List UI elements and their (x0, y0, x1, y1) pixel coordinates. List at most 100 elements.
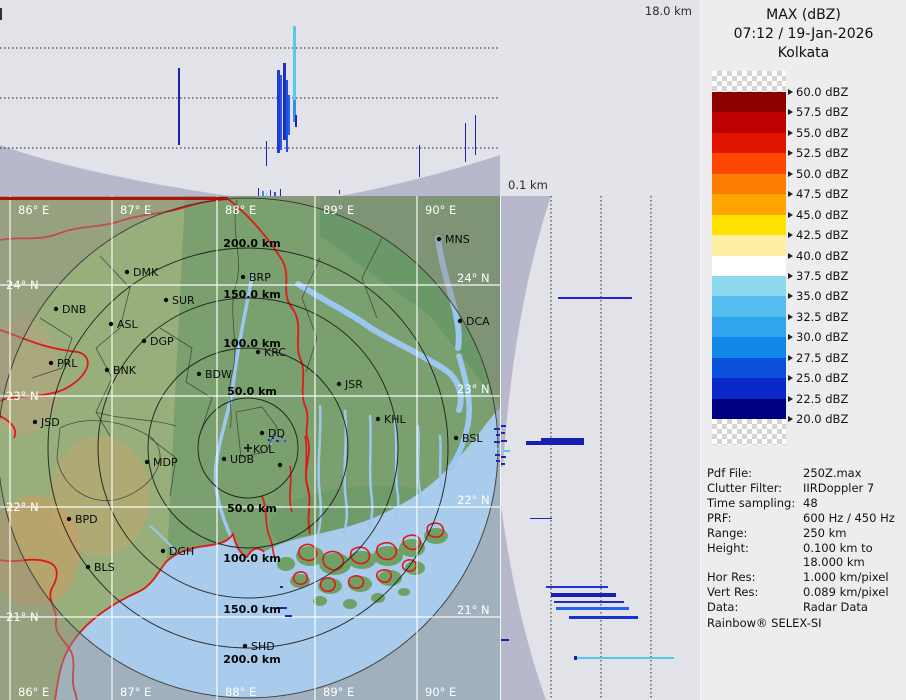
terrain-hills-west-2 (50, 436, 150, 556)
city-marker (196, 371, 202, 377)
echo-bar (274, 192, 276, 196)
echo-pixel (496, 434, 500, 436)
tick-arrow-icon (788, 232, 793, 239)
lat-label: 22° N (457, 493, 490, 507)
color-band (712, 378, 786, 399)
river-meghna (447, 353, 473, 471)
vertical-projection-top-panel (0, 0, 500, 196)
range-ring (197, 397, 299, 499)
lat-label: 23° N (6, 389, 39, 403)
tick-arrow-icon (788, 375, 793, 382)
city-marker (104, 367, 110, 373)
city-label: BNK (113, 364, 137, 377)
delta-channel (316, 404, 323, 536)
echo-pixel (276, 607, 287, 609)
color-scale-label: 42.5 dBZ (788, 228, 848, 242)
color-scale-label: 40.0 dBZ (788, 249, 848, 263)
radar-site-label: KOL (253, 443, 275, 456)
echo-bar (554, 601, 624, 603)
color-band (712, 316, 786, 338)
coastline-red (54, 531, 265, 700)
metadata-label: Data: (707, 600, 739, 615)
metadata-row: Pdf File: 250Z.max (707, 466, 904, 481)
metadata-label: Clutter Filter: (707, 480, 783, 495)
delta-channel (438, 434, 444, 492)
echo-bar (288, 95, 290, 135)
terrain-northeast (320, 196, 500, 406)
metadata-row: Vert Res: 0.089 km/pixel (707, 585, 904, 600)
range-ring-label: 100.0 km (223, 552, 280, 565)
range-ring-label: 50.0 km (227, 385, 277, 398)
river-ganges (295, 281, 464, 413)
top-strip-echo-bars (0, 8, 476, 196)
district-boundaries (31, 199, 383, 501)
radar-map-panel: 86° E 86° E 87° E 87° E 88° E 88° E 89° E 89° E… (0, 196, 500, 700)
color-scale-label-text: 25.0 dBZ (796, 371, 849, 386)
city-label: KRC (264, 346, 286, 359)
top-strip-gridlines (0, 47, 500, 149)
range-ring-label: 50.0 km (227, 502, 277, 515)
tick-arrow-icon (788, 334, 793, 341)
vertical-projection-right-canvas (501, 196, 674, 700)
echo-bar (501, 425, 506, 427)
metadata-row: PRF: 600 Hz / 450 Hz (707, 511, 904, 526)
range-ring-label: 150.0 km (223, 603, 280, 616)
city-label: DNB (62, 303, 86, 316)
city-marker (85, 564, 91, 570)
metadata-value: 1.000 km/pixel (803, 570, 889, 585)
latlon-grid (0, 196, 500, 700)
tick-arrow-icon (788, 170, 793, 177)
color-band-below-min (712, 419, 786, 445)
city-label: DCA (466, 315, 490, 328)
echo-bar (501, 440, 507, 442)
color-band (712, 275, 786, 297)
echo-pixel (268, 439, 270, 441)
height-axis-min-label: 0.1 km (508, 178, 548, 192)
echo-bar (501, 639, 509, 641)
lat-label: 24° N (6, 278, 39, 292)
color-scale-label: 52.5 dBZ (788, 146, 848, 160)
echo-bar (262, 191, 264, 196)
product-datetime: 07:12 / 19-Jan-2026 (733, 26, 874, 42)
beam-blind-wedge-left (0, 145, 230, 196)
color-scale-label-text: 60.0 dBZ (796, 85, 849, 99)
metadata-value: 18.000 km (803, 555, 865, 570)
range-ring-label: 200.0 km (223, 653, 280, 666)
map-echo-pixels (268, 428, 500, 617)
color-band (712, 112, 786, 133)
beam-blind-wedge-bottom (501, 505, 546, 700)
delta-channel (393, 419, 400, 520)
echo-bar (501, 432, 505, 434)
color-band (712, 235, 786, 256)
vertical-projection-top-canvas (0, 8, 500, 196)
color-scale-label: 55.0 dBZ (788, 126, 848, 140)
city-marker (48, 360, 54, 366)
color-band (712, 153, 786, 174)
city-label: ASL (117, 318, 139, 331)
lon-label: 89° E (323, 203, 354, 217)
echo-pixel (495, 454, 500, 456)
color-band (712, 92, 786, 113)
metadata-label: Height: (707, 540, 749, 555)
echo-bar (258, 188, 259, 196)
color-scale-label-text: 45.0 dBZ (796, 207, 849, 222)
metadata-label: Vert Res: (707, 585, 759, 600)
range-ring-label: 100.0 km (223, 337, 280, 350)
beam-blind-wedge-top (501, 196, 551, 467)
echo-pixel (280, 586, 283, 588)
color-scale-label: 32.5 dBZ (788, 310, 848, 324)
tick-arrow-icon (788, 129, 793, 136)
city-marker (141, 338, 147, 344)
color-scale-label: 22.5 dBZ (788, 392, 848, 406)
metadata-label (707, 555, 803, 570)
color-band (712, 255, 786, 276)
city-marker (66, 516, 72, 522)
city-label: DMK (133, 266, 159, 279)
city-label: UDB (230, 453, 254, 466)
echo-bar (266, 141, 267, 166)
echo-bar (475, 115, 476, 155)
echo-bar (546, 586, 608, 588)
echo-bar (465, 123, 466, 162)
color-band (712, 214, 786, 236)
color-scale-label-text: 37.5 dBZ (796, 269, 849, 283)
